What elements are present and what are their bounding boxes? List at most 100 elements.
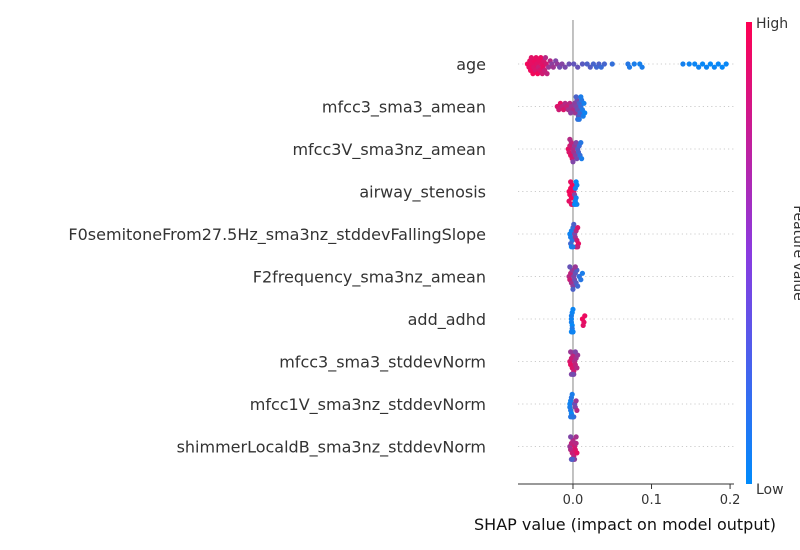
shap-point [580,322,586,328]
shap-point [570,159,576,165]
shap-point [572,201,578,207]
shap-point [601,61,608,67]
shap-point [587,64,593,70]
feature-label: mfcc3_sma3_amean [322,98,486,118]
x-tick-label: 0.0 [563,493,584,508]
shap-point [574,407,580,413]
shap-point [715,61,721,67]
shap-point [639,64,645,70]
feature-label: add_adhd [408,310,486,330]
shap-point [575,244,581,250]
shap-point [581,100,587,106]
shap-point [626,64,633,70]
shap-point [571,221,577,227]
colorbar-low-label: Low [756,482,784,498]
shap-point [719,64,725,70]
x-axis-ticks: 0.0 0.1 0.2 [563,484,741,508]
shap-point [566,61,572,67]
shap-point [574,156,580,162]
shap-point [686,61,692,67]
shap-point [567,264,573,270]
shap-point [609,61,615,67]
shap-point [631,61,637,67]
shap-point [723,61,729,67]
shap-point [574,450,580,456]
shap-point [570,286,576,292]
colorbar-title: Feature value [790,205,800,301]
shap-point [568,434,574,440]
shap-point [696,64,702,70]
x-tick-label: 0.1 [641,493,662,508]
shap-point [573,440,579,446]
shap-point [703,64,710,70]
shap-point [572,349,578,355]
x-tick-label: 0.2 [720,493,741,508]
shap-point [556,107,562,113]
shap-point [528,55,534,61]
shap-point [590,61,597,67]
shap-point [578,277,584,283]
shap-point [562,64,568,70]
shap-point [575,225,581,231]
feature-label: F2frequency_sma3nz_amean [253,268,486,288]
feature-labels: age mfcc3_sma3_amean mfcc3V_sma3nz_ameanai… [68,55,486,458]
shap-point [567,136,573,142]
shap-point [569,456,575,462]
shap-point [569,391,575,397]
feature-label: airway_stenosis [359,183,486,203]
shap-point [573,179,579,185]
shap-point [570,306,576,312]
shap-point [578,94,584,100]
shap-points [524,55,729,462]
shap-point [574,365,580,371]
feature-label: age [456,55,486,74]
shap-point [544,71,550,77]
feature-label: mfcc3_sma3_stddevNorm [279,353,486,373]
shap-point [571,61,577,67]
shap-point [542,55,549,61]
shap-point [579,156,585,162]
shap-point [582,313,588,319]
shap-point [582,110,588,116]
shap-point [570,371,576,377]
shap-point [550,64,556,70]
shap-point [692,61,698,67]
shap-point [680,61,686,67]
shap-point [584,61,590,67]
shap-point [538,55,544,61]
shap-point [575,64,581,70]
shap-point [579,270,586,276]
shap-point [559,61,565,67]
shap-point [570,329,576,335]
feature-label: mfcc1V_sma3nz_stddevNorm [250,395,486,415]
shap-point [573,94,579,100]
shap-point [533,55,539,61]
shap-point [572,264,578,270]
shap-point [546,64,552,70]
shap-point [568,110,574,116]
shap-point [578,140,584,146]
shap-point [579,61,586,67]
shap-point [707,61,714,67]
shap-point [573,140,579,146]
shap-point [570,244,576,250]
shap-point [568,349,574,355]
shap-point [711,64,717,70]
feature-label: shimmerLocaldB_sma3nz_stddevNorm [177,438,486,458]
feature-label: F0semitoneFrom27.5Hz_sma3nz_stddevFallin… [68,225,486,245]
x-axis-title: SHAP value (impact on model output) [474,515,776,534]
feature-gridlines [518,63,734,447]
colorbar-high-label: High [756,16,788,32]
colorbar [746,22,752,484]
shap-point [570,414,576,420]
shap-point [568,179,574,185]
shap-point [699,61,706,67]
shap-point [575,283,581,289]
feature-label: mfcc3V_sma3nz_amean [292,140,486,160]
shap-point [573,398,579,404]
shap-point [560,107,567,113]
shap-point [573,434,579,440]
shap-point [576,116,582,122]
shap-point [598,64,604,70]
